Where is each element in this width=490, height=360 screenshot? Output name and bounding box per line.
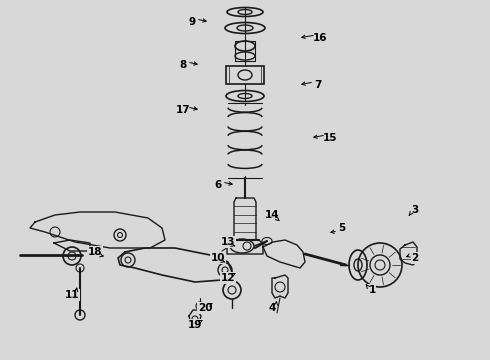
Text: 15: 15 [323, 133, 337, 143]
Text: 13: 13 [221, 237, 235, 247]
Text: 18: 18 [88, 247, 102, 257]
Text: 6: 6 [215, 180, 221, 190]
Text: 11: 11 [65, 290, 79, 300]
Text: 14: 14 [265, 210, 279, 220]
Text: 20: 20 [198, 303, 212, 313]
Text: 17: 17 [176, 105, 190, 115]
Text: 19: 19 [188, 320, 202, 330]
Text: 16: 16 [313, 33, 327, 43]
Text: 12: 12 [221, 273, 235, 283]
Text: 2: 2 [412, 253, 418, 263]
Text: 10: 10 [211, 253, 225, 263]
Text: 9: 9 [189, 17, 196, 27]
Text: 8: 8 [179, 60, 187, 70]
Bar [226, 66, 264, 84]
Text: 5: 5 [339, 223, 345, 233]
Text: 3: 3 [412, 205, 418, 215]
Text: 1: 1 [368, 285, 376, 295]
Text: 4: 4 [269, 303, 276, 313]
Text: 7: 7 [314, 80, 322, 90]
